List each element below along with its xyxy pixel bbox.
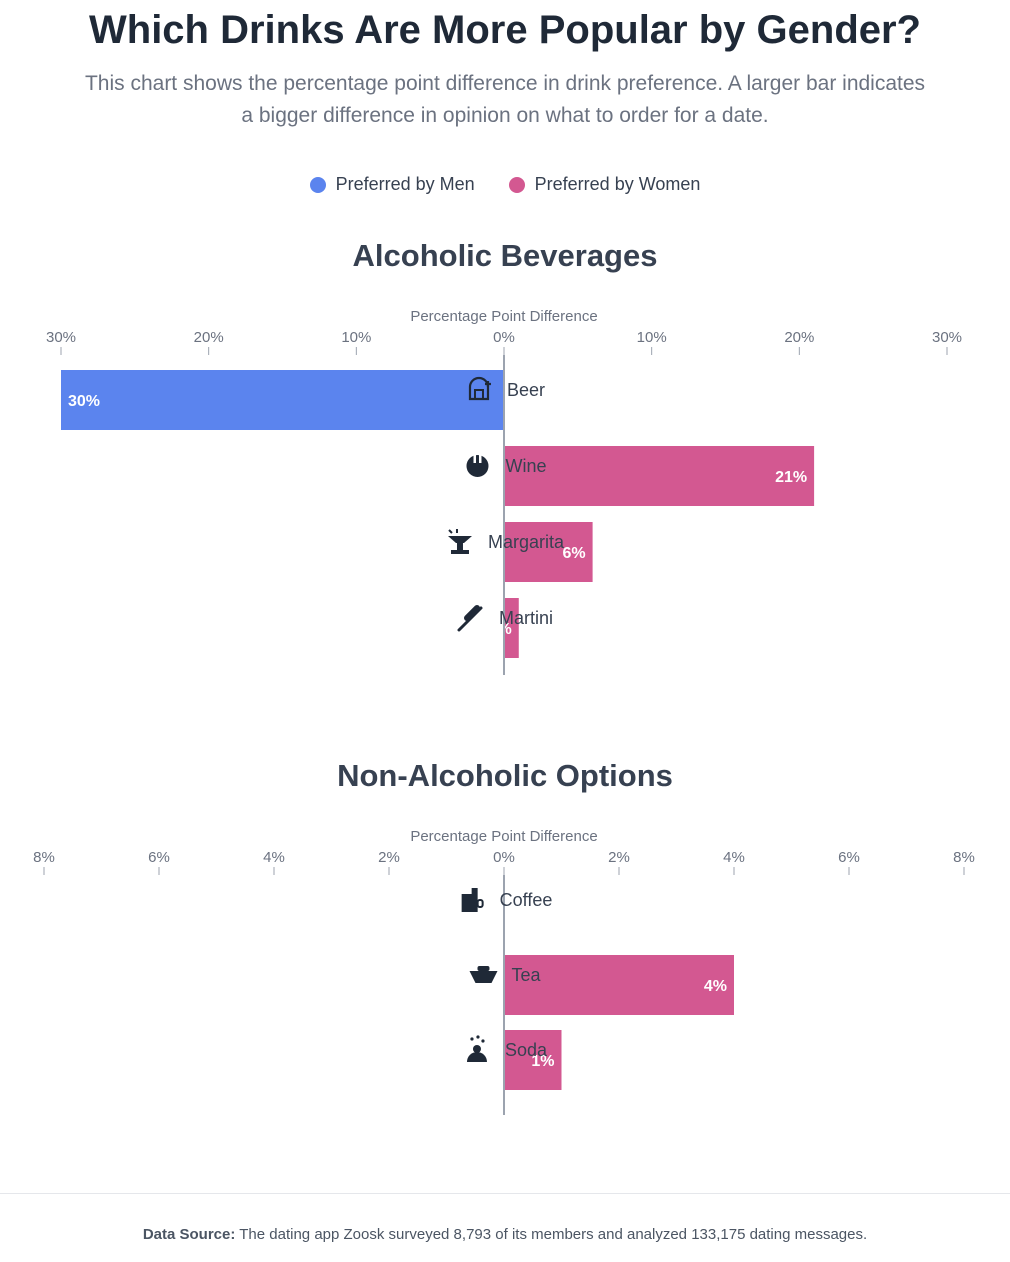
tea-icon: [469, 966, 498, 983]
category-label-beer: Beer: [507, 380, 545, 400]
legend-women-swatch: [508, 176, 525, 193]
category-label-soda: Soda: [505, 1040, 548, 1060]
non-alcoholic-tick-label: 6%: [838, 849, 860, 866]
alcoholic-section-title: Alcoholic Beverages: [352, 238, 658, 273]
alcoholic-tick-label: 20%: [784, 329, 814, 346]
non-alcoholic-section-title: Non-Alcoholic Options: [337, 758, 673, 793]
alcoholic-tick-label: 30%: [46, 329, 76, 346]
alcoholic-axis-title: Percentage Point Difference: [410, 308, 597, 325]
legend-item-men: Preferred by Men: [309, 174, 475, 195]
category-label-martini: Martini: [499, 608, 553, 628]
non-alcoholic-tick-label: 2%: [378, 849, 400, 866]
category-label-coffee: Coffee: [500, 890, 553, 910]
martini-icon: [457, 605, 483, 632]
data-source-label: Data Source:: [142, 1226, 236, 1243]
bar-wine: [504, 446, 815, 506]
non-alcoholic-tick-label: 8%: [953, 849, 975, 866]
value-label-tea: 4%: [704, 978, 727, 995]
data-source-text: The dating app Zoosk surveyed 8,793 of i…: [239, 1226, 868, 1243]
category-label-tea: Tea: [511, 965, 541, 985]
alcoholic-tick-label: 10%: [637, 329, 667, 346]
alcoholic-chart: Percentage Point Difference 30% 20% 10% 0% 10…: [46, 308, 962, 675]
non-alcoholic-tick-label: 2%: [608, 849, 630, 866]
non-alcoholic-tick-label: 0%: [493, 849, 515, 866]
non-alcoholic-axis-title: Percentage Point Difference: [410, 828, 597, 845]
bar-martini: [504, 598, 519, 658]
alcoholic-tick-label: 30%: [932, 329, 962, 346]
bar-soda: [504, 1030, 562, 1090]
value-label-beer: 30%: [68, 393, 100, 410]
legend-item-women: Preferred by Women: [508, 174, 701, 195]
non-alcoholic-tick-label: 4%: [263, 849, 285, 866]
bar-tea: [504, 955, 734, 1015]
non-alcoholic-tick-label: 4%: [723, 849, 745, 866]
category-label-margarita: Margarita: [488, 532, 565, 552]
bar-beer: [61, 370, 504, 430]
non-alcoholic-tick-label: 8%: [33, 849, 55, 866]
chart-subtitle: This chart shows the percentage point di…: [84, 72, 926, 127]
bar-margarita: [504, 522, 593, 582]
chart-title: Which Drinks Are More Popular by Gender?: [89, 8, 921, 52]
legend-women-label: Preferred by Women: [534, 174, 701, 194]
footer-divider: [0, 1193, 1010, 1194]
data-source-note: Data Source: The dating app Zoosk survey…: [0, 1226, 1010, 1243]
wine-icon: [466, 454, 489, 477]
category-label-wine: Wine: [505, 456, 546, 476]
value-label-wine: 21%: [775, 469, 807, 486]
alcoholic-tick-label: 0%: [493, 329, 515, 346]
margarita-icon: [447, 529, 472, 554]
legend-men-swatch: [309, 176, 326, 193]
legend-men-label: Preferred by Men: [335, 174, 475, 194]
coffee-icon: [461, 888, 484, 912]
value-label-margarita: 6%: [562, 545, 585, 562]
beer-icon: [468, 376, 491, 401]
non-alcoholic-chart: Percentage Point Difference 8% 6% 4% 2% 0% 2% 4…: [33, 828, 975, 1115]
soda-icon: [466, 1035, 487, 1062]
alcoholic-tick-label: 10%: [341, 329, 371, 346]
non-alcoholic-tick-label: 6%: [148, 849, 170, 866]
legend: Preferred by Men Preferred by Women: [0, 174, 1010, 195]
alcoholic-tick-label: 20%: [194, 329, 224, 346]
value-label-soda: 1%: [531, 1053, 554, 1070]
